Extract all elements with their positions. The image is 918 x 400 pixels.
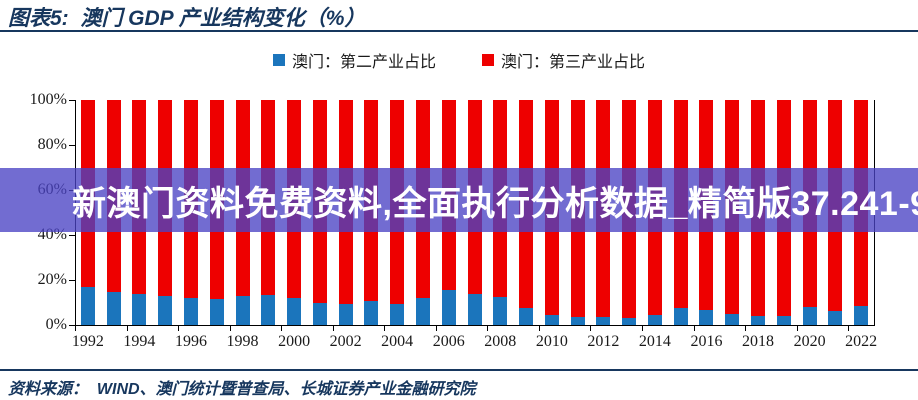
bar-2009-secondary	[519, 308, 534, 325]
x-tick	[126, 326, 128, 331]
x-axis-tick-label: 2008	[484, 333, 517, 350]
y-tick	[69, 100, 75, 101]
x-axis-tick-label: 1992	[71, 333, 104, 350]
data-source-note: 资料来源： WIND、澳门统计暨普查局、长城证券产业金融研究院	[8, 381, 476, 398]
legend-label-tertiary: 澳门：第三产业占比	[501, 54, 646, 71]
bar-2000-secondary	[287, 297, 302, 325]
legend-item-tertiary: 澳门：第三产业占比	[482, 48, 645, 72]
x-tick	[435, 326, 437, 331]
x-tick	[642, 326, 644, 331]
bar-2016-secondary	[699, 309, 714, 325]
figure-title: 图表5: 澳门 GDP 产业结构变化（%）	[8, 7, 366, 30]
x-tick	[281, 326, 283, 331]
x-tick	[75, 326, 76, 331]
watermark-text: 新澳门资料免费资料,全面执行分析数据_精简版37.241-9	[72, 184, 918, 223]
y-tick	[69, 145, 75, 146]
x-axis-tick-label: 2014	[638, 333, 671, 350]
x-tick	[538, 326, 540, 331]
watermark-overlay: 新澳门资料免费资料,全面执行分析数据_精简版37.241-9	[0, 168, 918, 232]
y-axis-tick-label: 80%	[37, 136, 67, 153]
bar-1994-secondary	[132, 293, 147, 325]
x-axis-tick-label: 1994	[123, 333, 156, 350]
x-axis-tick-label: 1998	[226, 333, 259, 350]
bar-2022-secondary	[854, 305, 869, 325]
x-axis-tick-label: 2020	[793, 333, 826, 350]
x-axis-tick-label: 2006	[432, 333, 465, 350]
x-axis-tick-label: 2010	[535, 333, 568, 350]
bar-2001-secondary	[312, 302, 327, 325]
x-tick	[590, 326, 592, 331]
y-tick	[69, 325, 75, 326]
y-axis-tick-label: 100%	[29, 91, 67, 108]
x-tick	[745, 326, 747, 331]
bar-1998-secondary	[235, 295, 250, 325]
x-tick	[693, 326, 695, 331]
bar-2010-secondary	[544, 315, 559, 325]
x-axis-tick-label: 2000	[278, 333, 311, 350]
legend-swatch-red-icon	[482, 54, 494, 66]
bar-2014-secondary	[647, 315, 662, 325]
bar-2002-secondary	[338, 303, 353, 325]
bar-2004-secondary	[390, 303, 405, 325]
x-tick	[796, 326, 798, 331]
chart-legend: 澳门：第二产业占比 澳门：第三产业占比	[0, 48, 918, 72]
x-tick	[178, 326, 180, 331]
y-axis-tick-label: 20%	[37, 271, 67, 288]
bar-2017-secondary	[725, 314, 740, 325]
bar-1995-secondary	[158, 296, 173, 325]
x-tick	[848, 326, 850, 331]
bar-2018-secondary	[751, 315, 766, 325]
x-tick	[384, 326, 386, 331]
bar-2015-secondary	[673, 307, 688, 325]
x-axis-tick-label: 2016	[690, 333, 723, 350]
bar-2021-secondary	[828, 311, 843, 325]
x-tick	[332, 326, 334, 331]
footer-divider	[0, 369, 918, 371]
bar-2020-secondary	[802, 306, 817, 325]
bar-2012-secondary	[596, 316, 611, 325]
legend-swatch-blue-icon	[272, 54, 285, 66]
bar-2013-secondary	[622, 318, 637, 325]
bar-2011-secondary	[570, 316, 585, 325]
x-axis-tick-label: 2022	[845, 333, 878, 350]
legend-label-secondary: 澳门：第二产业占比	[291, 54, 436, 71]
y-tick	[69, 280, 75, 281]
bar-1999-secondary	[261, 295, 276, 325]
bar-2008-secondary	[493, 296, 508, 325]
y-tick	[69, 235, 75, 236]
bar-2006-secondary	[441, 290, 456, 325]
bar-1996-secondary	[183, 297, 198, 325]
x-axis-tick-label: 2018	[742, 333, 775, 350]
x-axis-tick-label: 2012	[587, 333, 620, 350]
x-axis-tick-label: 2004	[381, 333, 414, 350]
x-axis-tick-label: 2002	[329, 333, 362, 350]
bar-1992-secondary	[80, 286, 95, 325]
bar-1997-secondary	[209, 298, 224, 325]
bar-2003-secondary	[364, 301, 379, 325]
title-underline	[0, 30, 918, 32]
x-tick	[229, 326, 231, 331]
legend-item-secondary: 澳门：第二产业占比	[272, 48, 436, 72]
bar-2019-secondary	[776, 316, 791, 325]
bar-2007-secondary	[467, 293, 482, 325]
bar-1993-secondary	[106, 292, 121, 325]
x-axis-line	[75, 325, 875, 326]
bar-2005-secondary	[415, 298, 430, 325]
x-axis-tick-label: 1996	[174, 333, 207, 350]
y-axis-tick-label: 0%	[45, 316, 67, 333]
x-tick	[487, 326, 489, 331]
